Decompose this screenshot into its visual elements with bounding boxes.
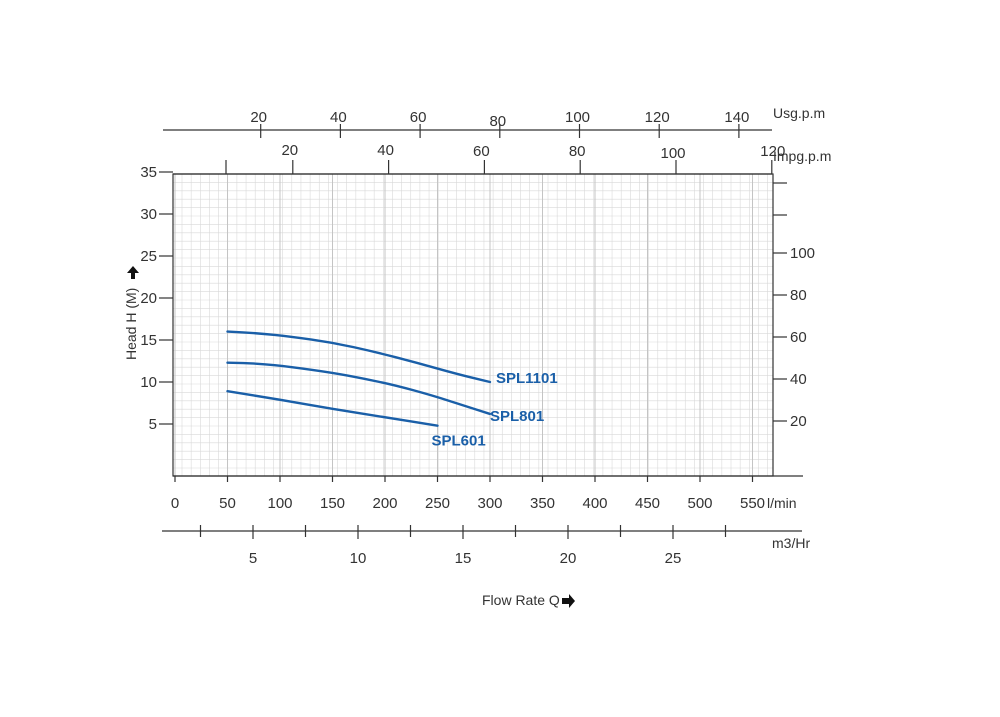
y-tick-label-right: 100 <box>790 245 815 262</box>
y-tick-label-head: 30 <box>140 206 157 223</box>
grid <box>173 174 773 476</box>
y-tick-label-head: 15 <box>140 332 157 349</box>
x-tick-label-m3hr: 10 <box>350 550 367 567</box>
x-tick-label-m3hr: 25 <box>665 550 682 567</box>
x-tick-label-usgpm: 60 <box>410 109 427 126</box>
x-tick-label-usgpm: 80 <box>489 113 506 130</box>
x-tick-label-lpm: 300 <box>477 495 502 512</box>
unit-usgpm: Usg.p.m <box>773 105 825 121</box>
x-tick-label-usgpm: 100 <box>565 109 590 126</box>
series-label-spl801: SPL801 <box>490 408 544 425</box>
y-tick-label-right: 40 <box>790 371 807 388</box>
y-tick-label-head: 10 <box>140 374 157 391</box>
y-tick-label-right: 60 <box>790 329 807 346</box>
x-tick-label-lpm: 200 <box>372 495 397 512</box>
x-tick-label-impgpm: 100 <box>660 145 685 162</box>
x-tick-label-usgpm: 120 <box>645 109 670 126</box>
x-tick-label-m3hr: 5 <box>249 550 257 567</box>
x-tick-label-lpm: 400 <box>582 495 607 512</box>
unit-impgpm: Impg.p.m <box>773 148 831 164</box>
y-tick-label-head: 25 <box>140 248 157 265</box>
series-line-spl1101 <box>226 330 492 384</box>
x-tick-label-usgpm: 20 <box>250 109 267 126</box>
x-axis-title: Flow Rate Q <box>482 592 560 608</box>
x-tick-label-m3hr: 15 <box>455 550 472 567</box>
x-tick-label-impgpm: 60 <box>473 143 490 160</box>
x-tick-label-lpm: 350 <box>530 495 555 512</box>
series-label-spl601: SPL601 <box>432 433 486 450</box>
x-tick-label-impgpm: 120 <box>760 143 785 160</box>
x-tick-label-lpm: 500 <box>687 495 712 512</box>
x-tick-label-lpm: 450 <box>635 495 660 512</box>
x-tick-label-lpm: 100 <box>267 495 292 512</box>
x-tick-label-impgpm: 40 <box>377 142 394 159</box>
y-axis-title: Head H (M) <box>123 288 139 360</box>
x-tick-label-lpm: 550 <box>740 495 765 512</box>
series-line-spl601 <box>226 390 439 427</box>
y-tick-label-head: 20 <box>140 290 157 307</box>
series-label-spl1101: SPL1101 <box>496 370 558 387</box>
x-tick-label-lpm: 50 <box>219 495 236 512</box>
x-tick-label-lpm: 0 <box>171 495 179 512</box>
labels: l/min m3/Hr Usg.p.m Impg.p.m Head H (M) … <box>123 105 831 608</box>
unit-m3hr: m3/Hr <box>772 535 810 551</box>
x-tick-label-lpm: 150 <box>320 495 345 512</box>
y-tick-label-head: 35 <box>140 164 157 181</box>
series-line-spl801 <box>226 361 492 416</box>
axes: 5 10 15 20 25 30 35 20 40 60 80 100 0 50 100 150 200 250 3… <box>140 109 815 567</box>
y-tick-label-head: 5 <box>149 416 157 433</box>
x-tick-label-impgpm: 80 <box>569 143 586 160</box>
y-tick-label-right: 20 <box>790 413 807 430</box>
x-tick-label-usgpm: 140 <box>724 109 749 126</box>
x-tick-label-m3hr: 20 <box>560 550 577 567</box>
y-axis-arrow-icon <box>127 266 139 279</box>
x-tick-label-usgpm: 40 <box>330 109 347 126</box>
x-axis-arrow-icon <box>562 594 575 608</box>
unit-lpm: l/min <box>767 495 797 511</box>
x-tick-label-lpm: 250 <box>425 495 450 512</box>
y-tick-label-right: 80 <box>790 287 807 304</box>
x-tick-label-impgpm: 20 <box>281 142 298 159</box>
